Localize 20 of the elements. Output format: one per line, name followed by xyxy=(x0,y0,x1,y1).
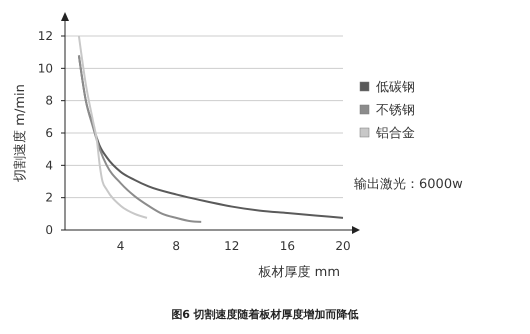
y-axis-title: 切割速度 m/min xyxy=(12,84,28,182)
legend-label: 铝合金 xyxy=(375,126,415,141)
y-tick-label: 8 xyxy=(45,94,53,108)
text: 输出激光：6000w xyxy=(354,177,464,192)
y-tick-label: 4 xyxy=(45,158,53,172)
y-tick-label: 6 xyxy=(45,126,53,140)
y-tick-label: 10 xyxy=(38,61,53,76)
legend-label: 不锈钢 xyxy=(376,103,415,118)
x-tick-label: 8 xyxy=(172,239,180,253)
line-series xyxy=(78,54,202,223)
caption: 图6 切割速度随着板材厚度增加而降低 xyxy=(171,308,359,321)
legend-label: 低碳钢 xyxy=(376,80,415,95)
y-tick-label: 2 xyxy=(45,190,53,205)
x-axis-title: 板材厚度 mm xyxy=(258,264,340,280)
y-tick-label: 0 xyxy=(45,223,53,237)
x-tick-label: 16 xyxy=(280,239,296,253)
x-tick-label: 4 xyxy=(116,239,124,253)
y-tick-label: 12 xyxy=(38,29,53,43)
x-tick-label: 12 xyxy=(224,239,240,253)
x-tick-label: 20 xyxy=(335,239,351,253)
